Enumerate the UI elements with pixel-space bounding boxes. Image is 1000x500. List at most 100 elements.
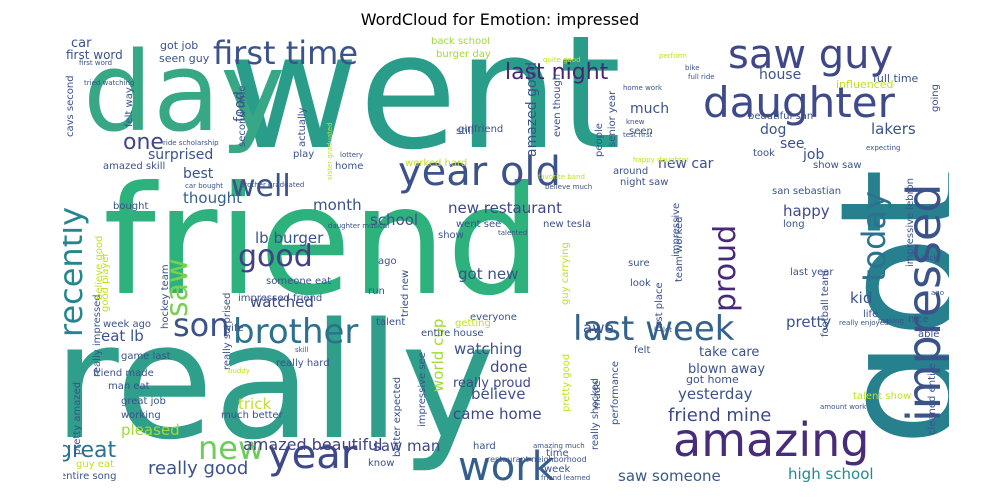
word-job: job	[803, 147, 825, 163]
word-sister-graduated: sister graduated	[326, 122, 334, 180]
word-girlfriend: girlfriend	[458, 124, 504, 135]
word-back: back	[921, 254, 938, 262]
word-senior-year: senior year	[607, 90, 618, 147]
word-really-good: really good	[148, 458, 249, 479]
word-hard: hard	[473, 441, 496, 452]
word-everyone: everyone	[470, 312, 517, 323]
word-long: long	[783, 219, 805, 230]
word-got-home: got home	[686, 373, 739, 386]
word-recently: recently	[63, 206, 90, 337]
word-watching: watching	[454, 340, 523, 358]
word-awe: awe	[583, 319, 614, 337]
word-yesterday: yesterday	[678, 385, 753, 403]
word-tried-watching: tried watching	[84, 79, 135, 87]
word-friend: friend	[103, 155, 542, 329]
word-really-proud: really proud	[453, 376, 531, 391]
word-took: took	[753, 148, 775, 159]
word-buddy: buddy	[228, 367, 250, 375]
word-night-saw: night saw	[620, 177, 669, 188]
word-well: well	[231, 169, 291, 204]
word-game-last: game last	[121, 351, 171, 362]
word-take-care: take care	[699, 345, 760, 360]
word-new: new	[198, 429, 265, 467]
word-saw-someone: saw someone	[618, 467, 721, 483]
word-saw-guy: saw guy	[728, 37, 894, 78]
word-ago: ago	[378, 256, 397, 267]
word-bike: bike	[685, 64, 700, 72]
word-life: life	[863, 309, 879, 320]
word-work: work	[458, 444, 555, 482]
word-impressed-friend: impressed friend	[238, 293, 323, 304]
word-guy-carrying: guy carrying	[560, 242, 571, 305]
word-friend-mine: friend mine	[668, 405, 772, 426]
word-school: school	[370, 211, 419, 229]
word-ride-scholarship: ride scholarship	[163, 139, 219, 147]
word-restaurant-neighborhood: restaurant neighborhood	[487, 455, 587, 464]
word-last-year: last year	[790, 267, 834, 278]
word-watched: watched	[250, 293, 314, 311]
word-expecting: expecting	[866, 144, 901, 152]
word-seen: seen	[629, 126, 653, 137]
word-pretty: pretty	[786, 313, 832, 331]
word-daughter: daughter	[703, 78, 895, 127]
word-man-eat: man eat	[108, 381, 150, 392]
word-amazed-beautiful: amazed beautiful	[243, 435, 383, 454]
word-car: car	[71, 37, 92, 51]
word-lb-burger: lb burger	[255, 229, 324, 247]
word-felt: felt	[634, 345, 651, 356]
word-year-old: year old	[398, 149, 561, 195]
word-amazed-skill: amazed skill	[103, 161, 166, 172]
word-test-first: test first	[623, 131, 653, 139]
word-lakers: lakers	[871, 120, 916, 138]
word-nice: nice	[908, 314, 929, 325]
word-influenced: influenced	[836, 78, 894, 91]
word-time: time	[546, 448, 569, 459]
word-someone-eat: someone eat	[266, 276, 332, 287]
word-came-home: came home	[453, 405, 542, 423]
word-believe-good: believe good	[94, 235, 105, 300]
word-first-word: first word	[66, 48, 123, 62]
word-tried-new: tried new	[400, 269, 411, 317]
word-knew: knew	[626, 118, 645, 126]
word-worked-hard: worked hard	[405, 158, 468, 169]
word-second-time: second time	[237, 85, 248, 147]
word-wife: wife	[223, 323, 244, 334]
word-talent: talent	[376, 317, 406, 328]
word-month: month	[313, 196, 362, 214]
word-impressive: impressive	[671, 202, 682, 257]
word-football-team: football team	[820, 270, 831, 337]
word-people: people	[594, 123, 605, 157]
word-entire-song: entire song	[63, 471, 117, 482]
word-back-school: back school	[431, 37, 491, 47]
word-week: week	[544, 464, 571, 475]
word-got-job: got job	[160, 39, 199, 52]
word-run: run	[368, 286, 385, 297]
word-brother-graduated: brother graduated	[240, 181, 305, 189]
word-son: son	[173, 306, 230, 344]
word-new-car: new car	[658, 156, 714, 172]
word-made: made	[592, 380, 603, 409]
word-working: working	[121, 410, 161, 421]
word-actually: actually	[297, 107, 308, 148]
word-great-job: great job	[121, 396, 166, 407]
word-pleased: pleased	[121, 421, 180, 439]
word-felt-way: felt way	[124, 87, 135, 127]
word-favorite-band: favorite band	[538, 173, 585, 181]
word-entire-house: entire house	[421, 328, 484, 339]
word-first-place: first place	[654, 282, 665, 332]
word-know: know	[368, 458, 395, 469]
word-hockey-team: hockey team	[160, 264, 171, 329]
word-amazing: amazing	[673, 413, 870, 467]
word-home-work: home work	[623, 84, 663, 92]
word-amount-work: amount work	[820, 403, 867, 411]
word-sure: sure	[628, 258, 650, 269]
word-getting: getting	[455, 318, 491, 329]
word-amazed-good: amazed good	[524, 62, 540, 157]
word-surprised: surprised	[148, 147, 214, 163]
word-happy: happy	[783, 202, 830, 220]
word-pretty-amazed: pretty amazed	[72, 381, 83, 455]
word-saw-man: saw man	[373, 437, 441, 455]
word-really: really	[63, 288, 496, 475]
word-high-school: high school	[788, 465, 874, 482]
word-blown-away: blown away	[688, 362, 766, 377]
